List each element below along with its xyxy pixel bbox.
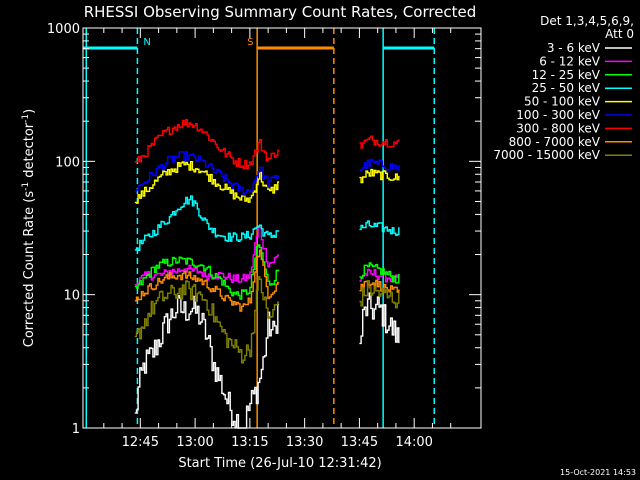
legend-entry-label: 6 - 12 keV (539, 54, 601, 68)
flag-label: S (247, 37, 253, 48)
series-line (134, 295, 280, 429)
x-axis-label: Start Time (26-Jul-10 12:31:42) (178, 456, 381, 471)
y-axis-label-main: Corrected Count Rate (s (22, 191, 37, 348)
series-line (134, 276, 280, 364)
series-line (134, 118, 280, 170)
y-axis-label-end: ) (22, 109, 37, 114)
x-tick-label: 14:00 (395, 435, 432, 450)
legend-entry-label: 3 - 6 keV (547, 41, 601, 55)
x-tick-label: 13:00 (176, 435, 213, 450)
series-line (359, 279, 400, 293)
legend-header-line1: Det 1,3,4,5,6,9, (540, 14, 634, 28)
y-tick-label: 10 (63, 289, 80, 304)
y-axis-label: Corrected Count Rate (s-1 detector-1) (21, 109, 37, 347)
legend-entry-label: 25 - 50 keV (532, 81, 601, 95)
series-line (134, 244, 280, 300)
y-tick-label: 1 (72, 422, 80, 437)
x-tick-label: 13:45 (341, 435, 378, 450)
series-line (134, 195, 280, 251)
chart-title: RHESSI Observing Summary Count Rates, Co… (84, 3, 477, 21)
axes-layer: 1 10 100 1000 12:45 13:00 13:15 13:30 13:45 14:00 (47, 22, 481, 450)
series-line (359, 168, 400, 184)
series-line (359, 292, 400, 345)
plot-frame (82, 27, 482, 429)
flag-label: N (143, 37, 150, 48)
series-line (359, 268, 400, 283)
series-line (134, 249, 280, 312)
series-line (359, 280, 400, 309)
legend-entry-label: 50 - 100 keV (524, 95, 601, 109)
series-line (134, 151, 280, 196)
series-line (134, 161, 280, 204)
legend-entry-label: 100 - 300 keV (516, 108, 600, 122)
footer-timestamp: 15-Oct-2021 14:53 (560, 468, 636, 477)
legend-header-line2: Att 0 (605, 27, 634, 41)
y-axis-label-sup1: -1 (21, 182, 31, 191)
series-line (359, 135, 400, 149)
series-line (359, 220, 400, 236)
legend-entry-label: 800 - 7000 keV (509, 135, 601, 149)
series-line (359, 158, 400, 172)
x-tick-label: 13:30 (286, 435, 323, 450)
x-tick-label: 12:45 (122, 435, 159, 450)
legend-entry-label: 7000 - 15000 keV (493, 148, 600, 162)
legend-entry-label: 300 - 800 keV (516, 121, 600, 135)
x-tick-label: 13:15 (231, 435, 268, 450)
series-line (359, 262, 400, 284)
y-axis-label-mid: detector (22, 122, 37, 182)
series-line (134, 226, 280, 289)
y-tick-label: 1000 (47, 22, 80, 37)
y-axis-label-sup2: -1 (21, 114, 31, 123)
legend-entry-label: 12 - 25 keV (532, 68, 601, 82)
y-tick-label: 100 (55, 155, 80, 170)
